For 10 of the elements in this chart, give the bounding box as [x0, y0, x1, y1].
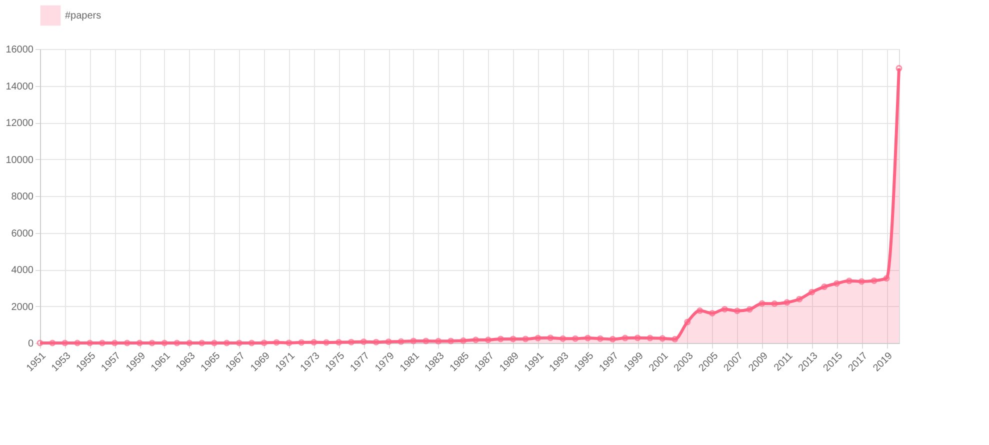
legend-label: #papers [65, 10, 102, 22]
y-tick-label: 8000 [11, 192, 34, 202]
y-tick-label: 4000 [11, 265, 34, 276]
y-tick-label: 10000 [6, 154, 34, 166]
y-tick-label: 2000 [11, 302, 34, 313]
y-tick-label: 16000 [6, 44, 34, 56]
y-tick-label: 6000 [11, 228, 34, 240]
y-tick-label: 12000 [6, 118, 34, 129]
y-tick-label: 14000 [6, 81, 34, 92]
y-tick-label: 0 [28, 338, 34, 350]
